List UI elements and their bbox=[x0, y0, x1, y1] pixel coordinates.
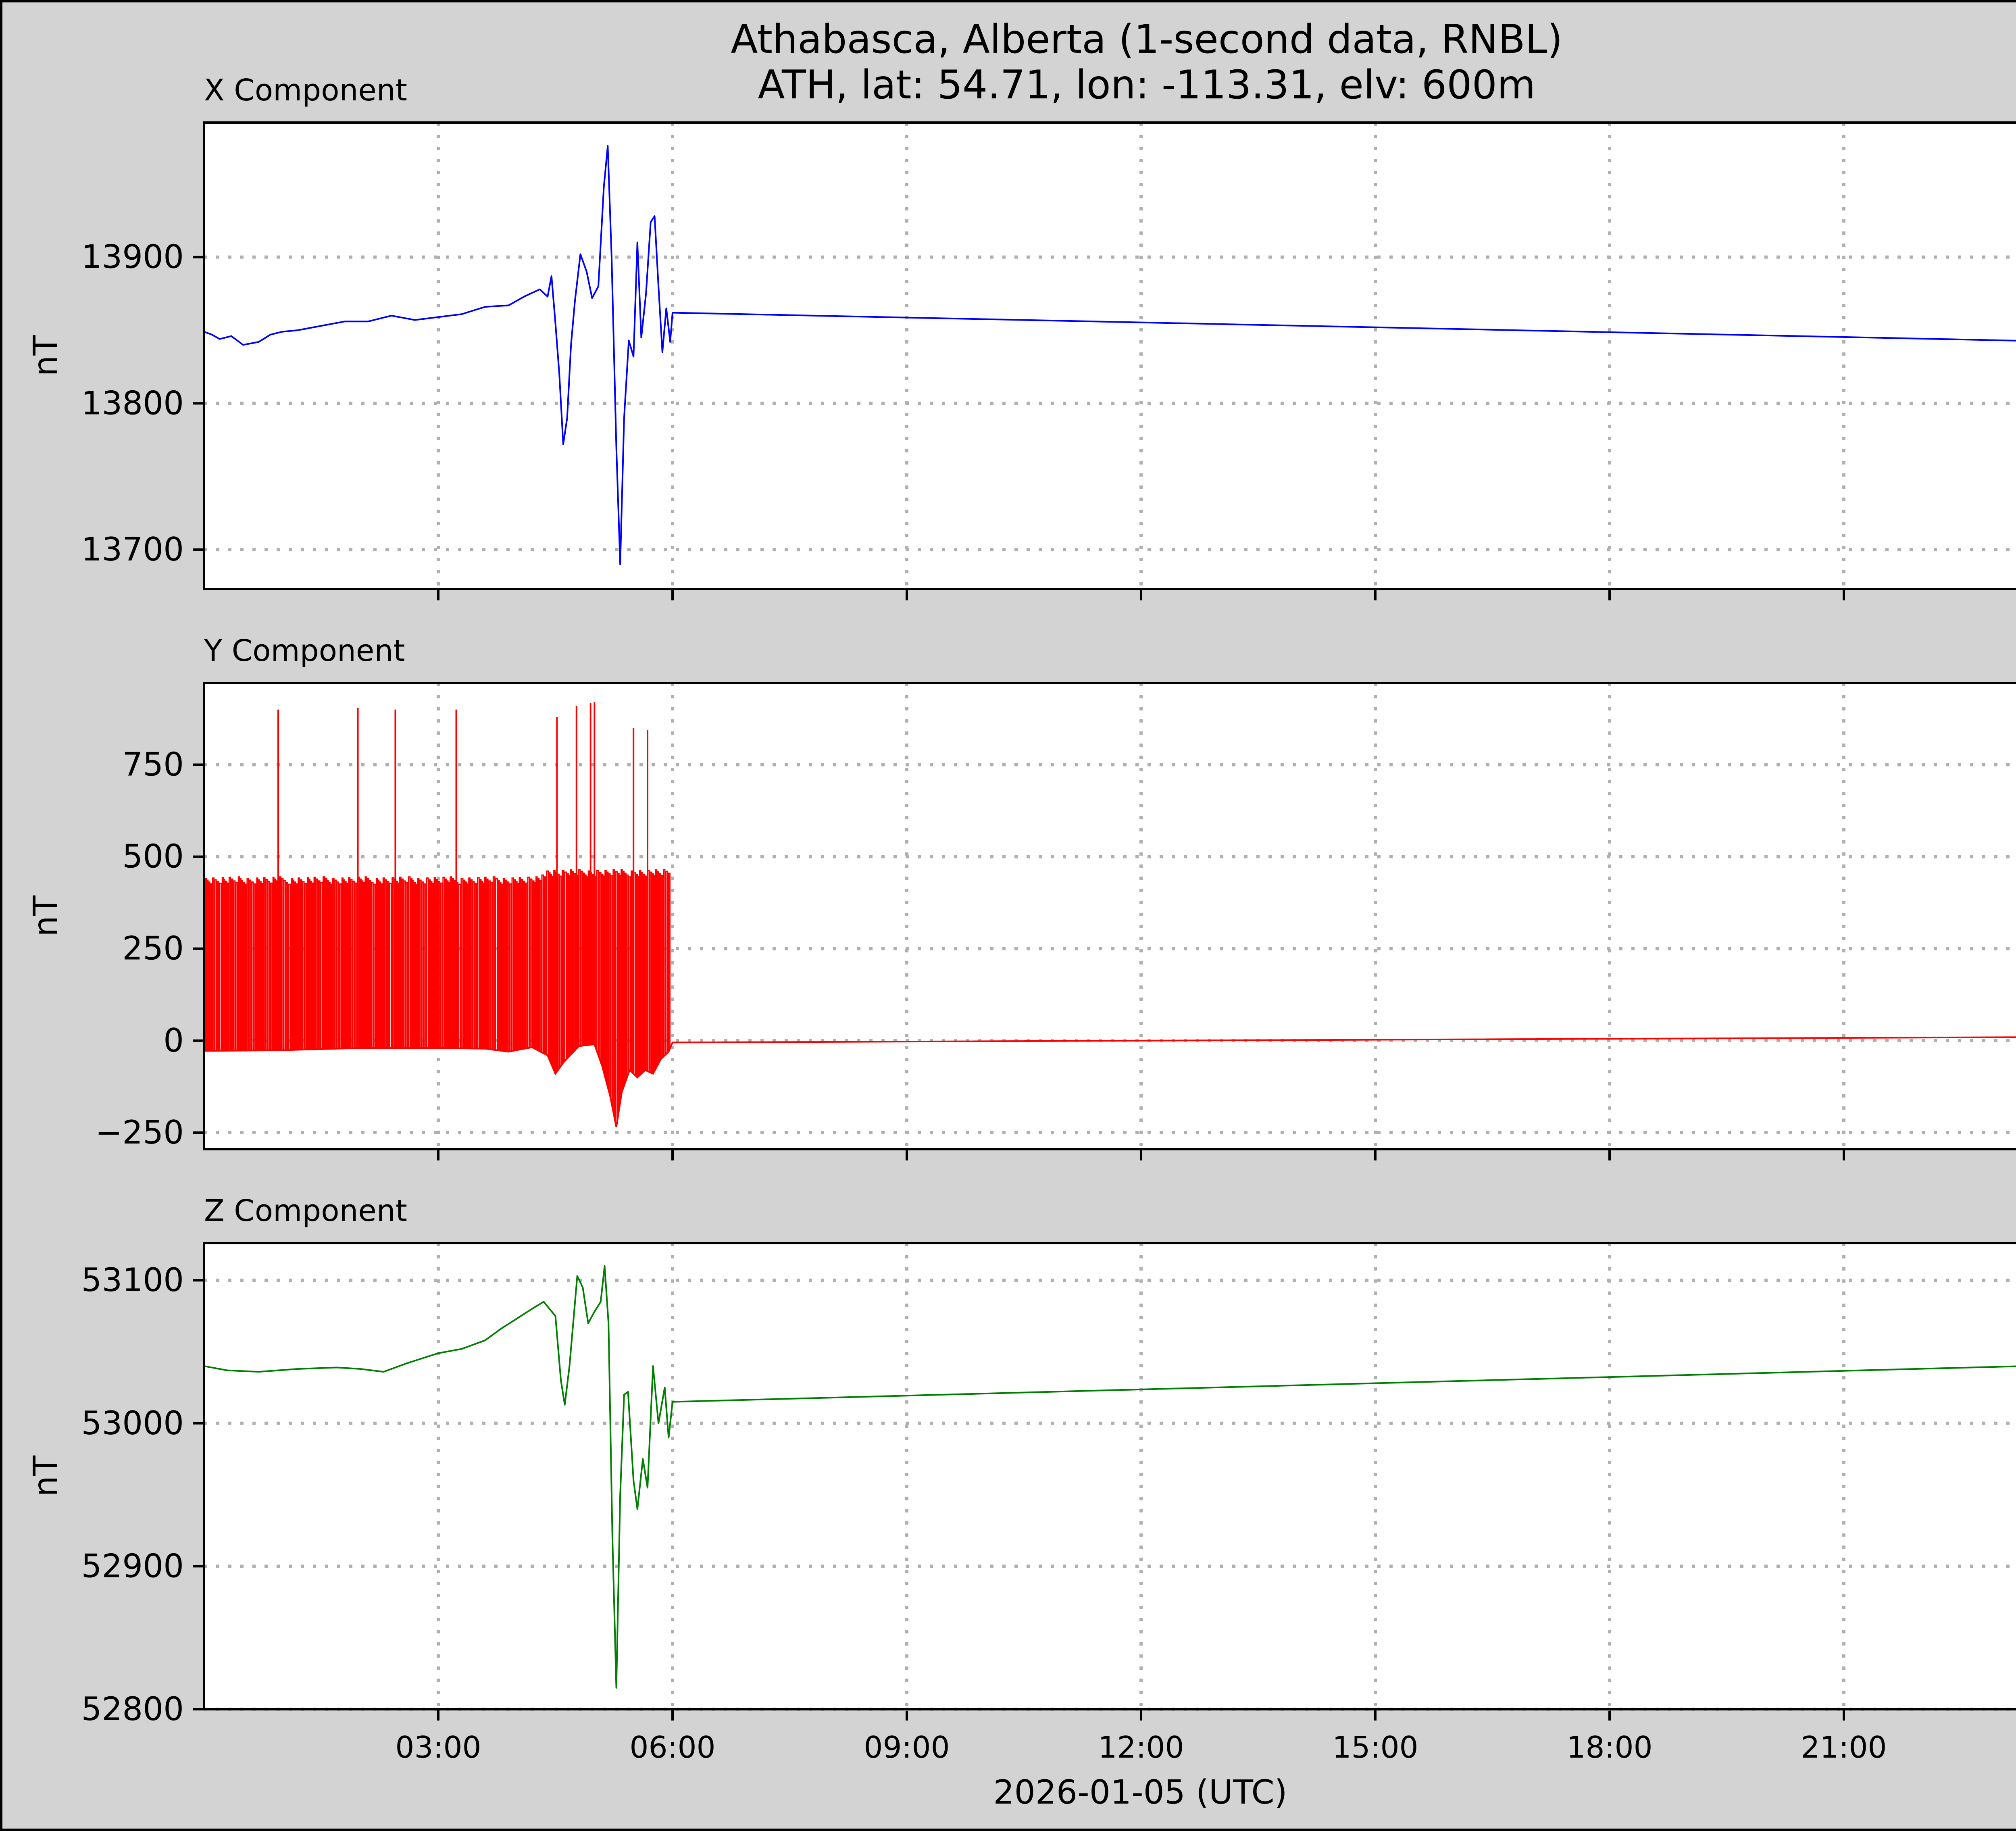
y-tick-label: −250 bbox=[95, 1114, 184, 1151]
panel-title: Z Component bbox=[204, 1194, 407, 1228]
y-axis-label: nT bbox=[27, 895, 65, 937]
plot-area bbox=[204, 683, 2016, 1149]
x-tick-label: 12:00 bbox=[1098, 1730, 1184, 1765]
y-tick-label: 13700 bbox=[81, 531, 184, 568]
y-axis-label: nT bbox=[27, 1455, 65, 1497]
x-tick-label: 03:00 bbox=[395, 1730, 481, 1765]
y-tick-label: 52900 bbox=[81, 1547, 184, 1585]
plot-frame bbox=[203, 1242, 2016, 1710]
plot-area bbox=[204, 1243, 2016, 1709]
x-tick-label: 06:00 bbox=[629, 1730, 715, 1765]
series-line bbox=[204, 145, 2016, 565]
y-tick-label: 52800 bbox=[81, 1690, 184, 1728]
panel-title: Y Component bbox=[204, 633, 405, 668]
panel-1: Y Component nT −250 0 250 500 750 bbox=[27, 633, 2016, 1160]
panel-0: X Component nT 13700 13800 13900 bbox=[27, 73, 2016, 600]
y-tick-label: 250 bbox=[122, 930, 184, 967]
panels-group: X Component nT 13700 13800 13900 Y Component n… bbox=[27, 73, 2016, 1765]
y-tick-label: 53100 bbox=[81, 1261, 184, 1299]
series-line bbox=[204, 1265, 2016, 1689]
x-tick-label: 09:00 bbox=[864, 1730, 950, 1765]
series-line bbox=[204, 1036, 2016, 1127]
x-tick-label: 18:00 bbox=[1566, 1730, 1652, 1765]
plot-area bbox=[204, 123, 2016, 589]
y-tick-label: 53000 bbox=[81, 1404, 184, 1442]
y-tick-label: 500 bbox=[122, 838, 184, 875]
x-tick-label: 21:00 bbox=[1801, 1730, 1887, 1765]
x-axis-label: 2026-01-05 (UTC) bbox=[993, 1773, 1287, 1812]
plot-frame bbox=[203, 682, 2016, 1150]
y-tick-label: 13900 bbox=[81, 238, 184, 276]
plot-frame bbox=[203, 121, 2016, 590]
chart-subtitle: ATH, lat: 54.71, lon: -113.31, elv: 600m bbox=[758, 62, 1536, 108]
y-tick-label: 13800 bbox=[81, 384, 184, 422]
y-axis-label: nT bbox=[27, 335, 65, 377]
panel-title: X Component bbox=[204, 73, 407, 108]
panel-2: Z Component nT 03:00 06:00 09:00 12:00 15:00 18… bbox=[27, 1194, 2016, 1765]
x-tick-label: 15:00 bbox=[1332, 1730, 1418, 1765]
y-tick-label: 0 bbox=[163, 1022, 184, 1059]
chart-title: Athabasca, Alberta (1-second data, RNBL) bbox=[731, 17, 1562, 62]
y-tick-label: 750 bbox=[122, 746, 184, 783]
